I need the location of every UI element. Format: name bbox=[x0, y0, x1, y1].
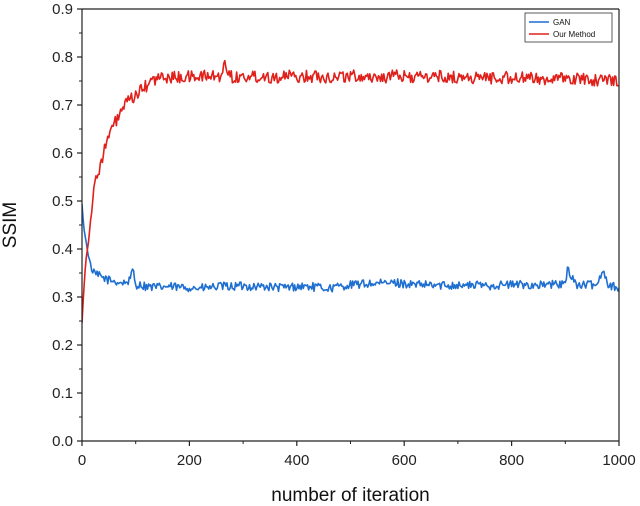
axes-layer: 0.0 0.1 0.2 0.3 0.4 0.5 0.6 0.7 0.8 0.9 0 200 400 600… bbox=[52, 1, 636, 469]
legend-label: GAN bbox=[553, 18, 571, 27]
y-axis-title: SSIM bbox=[0, 202, 21, 248]
y-tick-label: 0.2 bbox=[52, 337, 73, 354]
legend-label: Our Method bbox=[553, 30, 595, 39]
y-tick-label: 0.5 bbox=[52, 193, 73, 210]
legend-box bbox=[524, 12, 613, 43]
series-line-our-method bbox=[82, 59, 619, 324]
y-tick-label: 0.3 bbox=[52, 289, 73, 306]
legend: GAN Our Method bbox=[524, 12, 613, 43]
x-tick-label: 800 bbox=[499, 452, 524, 469]
x-tick-label: 200 bbox=[177, 452, 202, 469]
x-tick-label: 0 bbox=[78, 452, 86, 469]
x-axis-title: number of iteration bbox=[271, 485, 429, 506]
series-line-gan bbox=[82, 204, 619, 293]
y-tick-label: 0.6 bbox=[52, 145, 73, 162]
y-tick-label: 0.0 bbox=[52, 433, 73, 450]
y-tick-label: 0.8 bbox=[52, 49, 73, 66]
series-layer bbox=[82, 59, 619, 324]
y-tick-label: 0.7 bbox=[52, 97, 73, 114]
x-tick-label: 1000 bbox=[602, 452, 635, 469]
y-tick-label: 0.9 bbox=[52, 1, 73, 18]
x-tick-label: 400 bbox=[284, 452, 309, 469]
y-tick-label: 0.1 bbox=[52, 385, 73, 402]
x-tick-label: 600 bbox=[392, 452, 417, 469]
y-tick-label: 0.4 bbox=[52, 241, 73, 258]
